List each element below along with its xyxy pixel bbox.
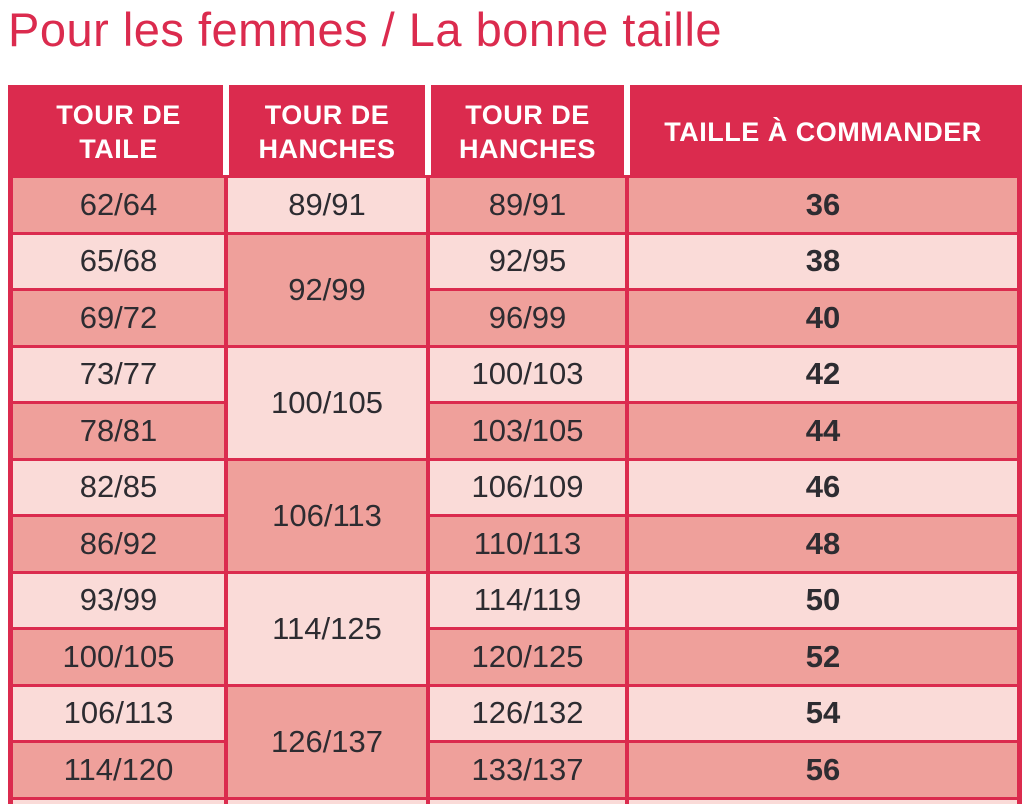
size-cell: 46 [629,460,1017,514]
hips-cell: 110/113 [430,517,625,571]
waist-cell: 78/81 [13,404,224,458]
header-waist: TOUR DE TAILE [13,90,224,175]
waist-cell: 100/105 [13,630,224,684]
hips-cell: 126/132 [430,686,625,740]
size-cell: 54 [629,686,1017,740]
waist-cell: 73/77 [13,347,224,401]
size-chart-table: TOUR DE TAILE TOUR DE HANCHES TOUR DE HA… [8,85,1022,804]
hips-cell: 100/103 [430,347,625,401]
waist-cell: 69/72 [13,291,224,345]
waist-cell: 86/92 [13,517,224,571]
size-cell: 50 [629,573,1017,627]
hips-range-cell: 100/105 [228,347,426,458]
hips-cell: 106/109 [430,460,625,514]
hips-range-cell: 89/91 [228,178,426,232]
header-hips: TOUR DE HANCHES [430,90,625,175]
partial-row-cell [629,799,1017,804]
waist-cell: 106/113 [13,686,224,740]
hips-cell: 114/119 [430,573,625,627]
hips-range-cell: 126/137 [228,686,426,797]
header-size-to-order: TAILLE À COMMANDER [629,90,1017,175]
waist-cell: 62/64 [13,178,224,232]
waist-cell: 82/85 [13,460,224,514]
partial-row-cell [430,799,625,804]
partial-row-cell [13,799,224,804]
size-cell: 44 [629,404,1017,458]
waist-cell: 93/99 [13,573,224,627]
header-divider [223,85,229,175]
waist-cell: 65/68 [13,234,224,288]
header-divider [425,85,431,175]
size-cell: 36 [629,178,1017,232]
size-cell: 40 [629,291,1017,345]
partial-row-cell [228,799,426,804]
hips-cell: 103/105 [430,404,625,458]
page-title: Pour les femmes / La bonne taille [8,3,723,56]
size-cell: 56 [629,743,1017,797]
waist-cell: 114/120 [13,743,224,797]
size-cell: 38 [629,234,1017,288]
header-divider [624,85,630,175]
header-hips-range: TOUR DE HANCHES [228,90,426,175]
hips-cell: 120/125 [430,630,625,684]
size-cell: 42 [629,347,1017,401]
hips-range-cell: 92/99 [228,234,426,345]
hips-cell: 89/91 [430,178,625,232]
hips-range-cell: 114/125 [228,573,426,684]
hips-cell: 96/99 [430,291,625,345]
hips-range-cell: 106/113 [228,460,426,571]
size-cell: 48 [629,517,1017,571]
size-cell: 52 [629,630,1017,684]
hips-cell: 133/137 [430,743,625,797]
hips-cell: 92/95 [430,234,625,288]
